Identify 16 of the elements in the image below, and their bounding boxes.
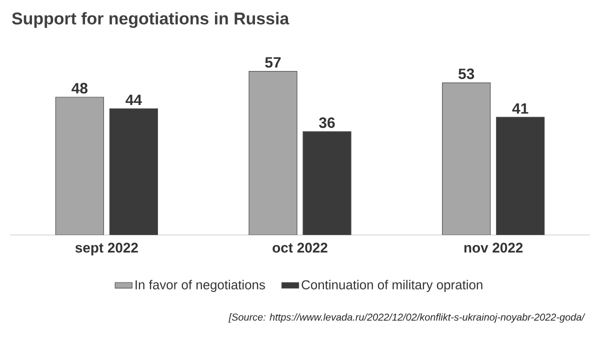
- data-label: 57: [265, 57, 281, 68]
- data-label: 53: [458, 68, 474, 80]
- data-label: 44: [126, 94, 142, 105]
- x-tick-label: sept 2022: [75, 242, 138, 256]
- x-tick-label: nov 2022: [464, 242, 523, 253]
- bar: [302, 131, 352, 235]
- bar: [496, 116, 545, 235]
- bar: [109, 108, 158, 235]
- data-label: 41: [512, 103, 528, 114]
- legend-label: In favor of negotiations: [136, 280, 265, 292]
- text: [Source: https://www.levada.ru/2022/12/02/konflikt-s-ukrainoj-noyabr-2022-goda/: [228, 313, 586, 323]
- x-tick-label: oct 2022: [272, 242, 328, 253]
- chart-title: Support for negotiations in Russia: [12, 12, 290, 28]
- legend-label: Continuation of military opration: [302, 280, 482, 292]
- data-label: 36: [319, 117, 335, 128]
- data-label: 48: [72, 82, 88, 94]
